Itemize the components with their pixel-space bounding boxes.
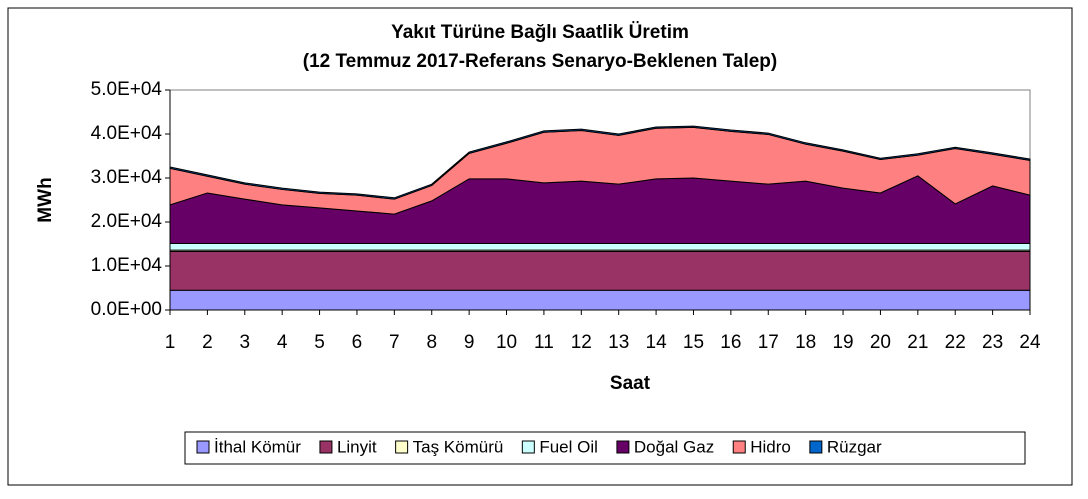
legend-swatch [319,440,333,454]
legend-label: Rüzgar [827,437,882,456]
legend-label: Taş Kömürü [413,437,504,456]
area [169,289,1031,311]
x-tick-label: 11 [534,332,554,353]
x-tick-label: 14 [646,332,668,353]
legend-box [184,431,1026,465]
y-tick-label: 1.0E+04 [91,255,163,276]
x-tick-label: 4 [277,332,288,353]
y-tick-label: 2.0E+04 [91,211,163,232]
y-axis-label: MWh [35,177,56,222]
legend-swatch [809,440,823,454]
x-tick-label: 23 [982,332,1003,353]
chart-title: Yakıt Türüne Bağlı Saatlik Üretim [391,22,689,43]
x-tick-label: 12 [571,332,592,353]
x-tick-label: 15 [683,332,704,353]
legend-swatch [732,440,746,454]
chart-subtitle: (12 Temmuz 2017-Referans Senaryo-Beklene… [303,51,777,72]
x-tick-label: 5 [314,332,325,353]
x-axis-label: Saat [610,373,651,394]
y-tick-label: 0.0E+00 [91,299,162,320]
x-tick-label: 18 [795,332,816,353]
x-tick-label: 21 [907,332,928,353]
legend-label: Linyit [337,437,377,456]
area [169,250,1031,291]
x-tick-label: 20 [870,332,891,353]
legend-label: Hidro [750,437,791,456]
x-tick-label: 6 [352,332,363,353]
x-tick-label: 3 [239,332,250,353]
legend-swatch [521,440,535,454]
legend-label: Doğal Gaz [634,437,714,456]
x-tick-label: 2 [202,332,213,353]
x-tick-label: 16 [720,332,741,353]
x-tick-label: 17 [758,332,779,353]
legend-swatch [395,440,409,454]
x-tick-label: 19 [832,332,853,353]
legend-swatch [616,440,630,454]
area [169,243,1031,251]
x-tick-label: 9 [464,332,475,353]
x-tick-label: 7 [389,332,400,353]
x-tick-label: 13 [608,332,629,353]
x-tick-label: 10 [496,332,517,353]
legend-swatch [196,440,210,454]
x-tick-label: 22 [945,332,966,353]
legend-label: İthal Kömür [214,437,301,456]
x-tick-label: 24 [1019,332,1041,353]
area [169,125,1031,200]
x-tick-label: 8 [426,332,437,353]
y-tick-label: 4.0E+04 [91,123,163,144]
y-tick-label: 3.0E+04 [91,167,163,188]
y-tick-label: 5.0E+04 [91,79,163,100]
x-tick-label: 1 [165,332,176,353]
legend-label: Fuel Oil [539,437,598,456]
